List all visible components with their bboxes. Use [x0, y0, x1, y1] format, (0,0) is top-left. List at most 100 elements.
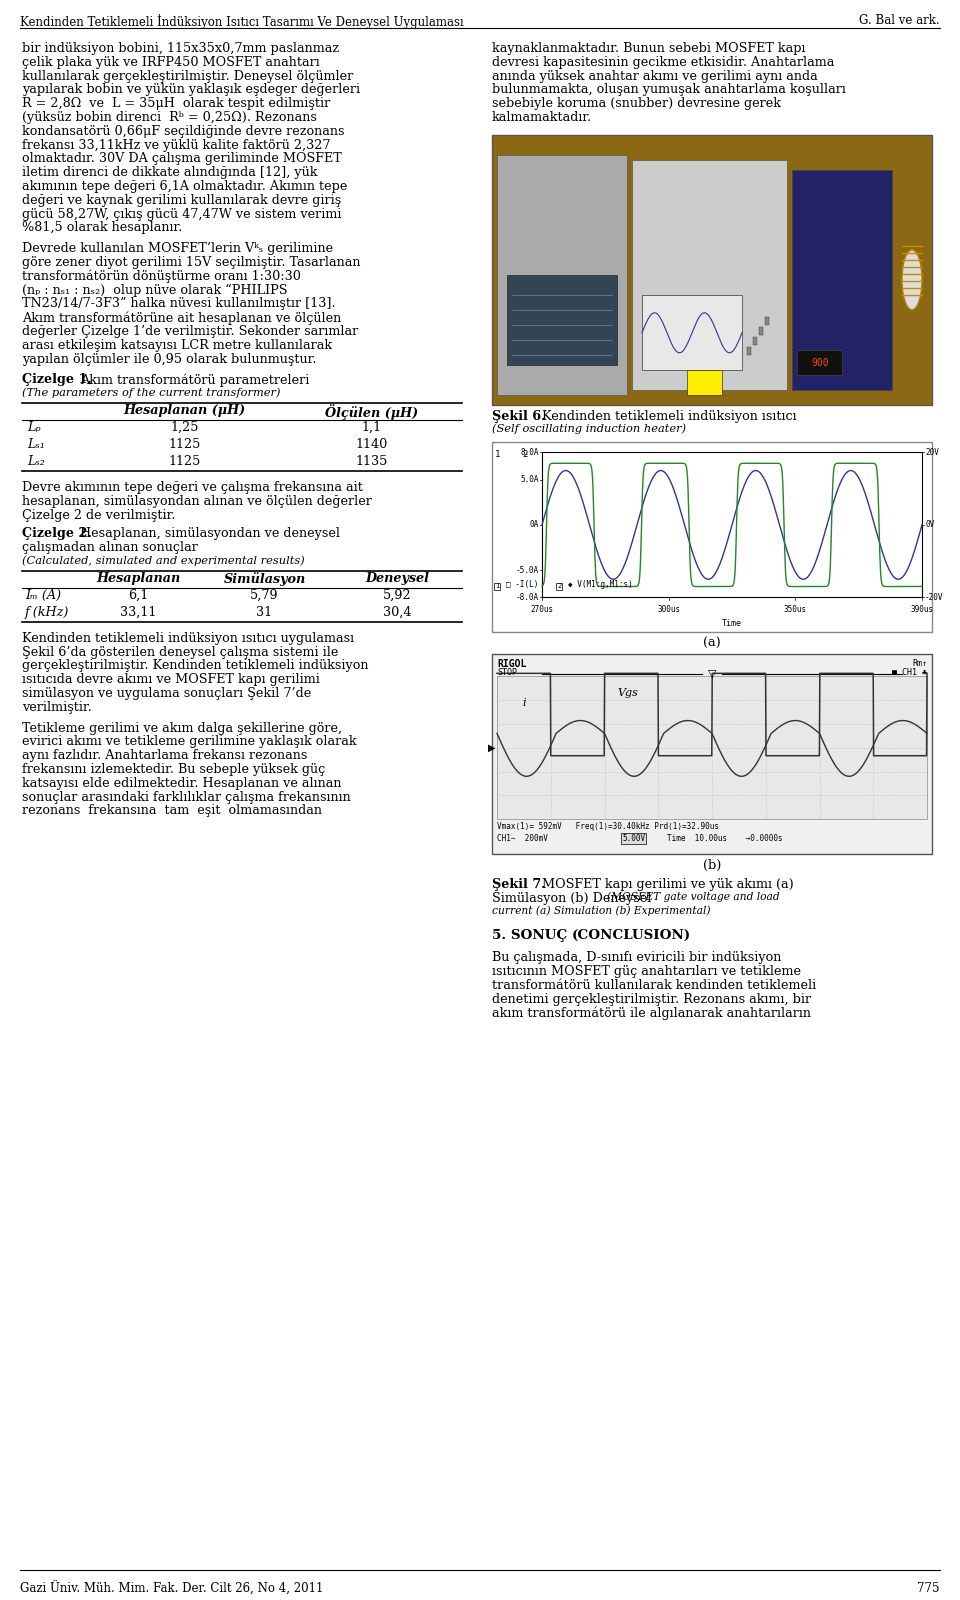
- Text: gücü 58,27W, çıkış gücü 47,47W ve sistem verimi: gücü 58,27W, çıkış gücü 47,47W ve sistem…: [22, 208, 342, 221]
- Text: (b): (b): [703, 859, 721, 872]
- Text: kaynaklanmaktadır. Bunun sebebi MOSFET kapı: kaynaklanmaktadır. Bunun sebebi MOSFET k…: [492, 42, 805, 54]
- Text: f (kHz): f (kHz): [25, 606, 69, 619]
- Text: akımının tepe değeri 6,1A olmaktadır. Akımın tepe: akımının tepe değeri 6,1A olmaktadır. Ak…: [22, 179, 348, 194]
- Text: Gazi Üniv. Müh. Mim. Fak. Der. Cilt 26, No 4, 2011: Gazi Üniv. Müh. Mim. Fak. Der. Cilt 26, …: [20, 1582, 324, 1597]
- Text: STOP: STOP: [497, 669, 517, 677]
- Text: 900: 900: [811, 358, 828, 368]
- Text: 5.0A: 5.0A: [520, 475, 539, 485]
- Text: transformátörü kullanılarak kendinden tetiklemeli: transformátörü kullanılarak kendinden te…: [492, 979, 816, 992]
- Bar: [497, 677, 927, 819]
- Text: Iₘ (A): Iₘ (A): [25, 589, 61, 602]
- Text: -8.0A: -8.0A: [516, 594, 539, 602]
- Text: verilmiştir.: verilmiştir.: [22, 701, 92, 714]
- Text: evirici akımı ve tetikleme gerilimine yaklaşık olarak: evirici akımı ve tetikleme gerilimine ya…: [22, 736, 356, 749]
- Text: frekansını izlemektedir. Bu sebeple yüksek güç: frekansını izlemektedir. Bu sebeple yüks…: [22, 763, 325, 776]
- Text: 1,25: 1,25: [170, 421, 199, 434]
- Text: ▶: ▶: [488, 742, 495, 752]
- Ellipse shape: [902, 250, 922, 310]
- Text: ısıtıcının MOSFET güç anahtarıları ve tetikleme: ısıtıcının MOSFET güç anahtarıları ve te…: [492, 965, 801, 978]
- Text: anında yüksek anahtar akımı ve gerilimi aynı anda: anında yüksek anahtar akımı ve gerilimi …: [492, 69, 818, 83]
- Text: değeri ve kaynak gerilimi kullanılarak devre giriş: değeri ve kaynak gerilimi kullanılarak d…: [22, 194, 341, 206]
- Text: 0A: 0A: [530, 520, 539, 530]
- Text: Simülasyon (b) Deneysel: Simülasyon (b) Deneysel: [492, 891, 656, 904]
- Text: iletim direnci de dikkate alındığında [12], yük: iletim direnci de dikkate alındığında [1…: [22, 166, 318, 179]
- Text: Hesaplanan, simülasyondan ve deneysel: Hesaplanan, simülasyondan ve deneysel: [80, 528, 340, 541]
- Text: Çizelge 2 de verilmiştir.: Çizelge 2 de verilmiştir.: [22, 509, 176, 522]
- Text: Kendinden tetiklemeli indüksiyon ısıtıcı uygulaması: Kendinden tetiklemeli indüksiyon ısıtıcı…: [22, 632, 354, 645]
- Text: 2: 2: [557, 584, 562, 589]
- Text: Vmax⟨1⟩= 592mV   Freq⟨1⟩=30.40kHz Prd⟨1⟩=32.90us: Vmax⟨1⟩= 592mV Freq⟨1⟩=30.40kHz Prd⟨1⟩=3…: [497, 822, 719, 832]
- Text: CH1∼  200mV: CH1∼ 200mV: [497, 834, 548, 843]
- Text: Şekil 7.: Şekil 7.: [492, 878, 545, 891]
- Text: Şekil 6.: Şekil 6.: [492, 410, 545, 422]
- Text: 1,1: 1,1: [362, 421, 382, 434]
- Text: Devrede kullanılan MOSFET’lerin Vᵏₛ gerilimine: Devrede kullanılan MOSFET’lerin Vᵏₛ geri…: [22, 242, 333, 254]
- Text: 270us: 270us: [531, 605, 554, 614]
- Text: simülasyon ve uygulama sonuçları Şekil 7’de: simülasyon ve uygulama sonuçları Şekil 7…: [22, 686, 311, 699]
- Text: Akım transformátörü parametreleri: Akım transformátörü parametreleri: [80, 373, 309, 387]
- Text: kondansatörü 0,66μF seçildiğinde devre rezonans: kondansatörü 0,66μF seçildiğinde devre r…: [22, 125, 345, 138]
- Bar: [507, 275, 617, 365]
- Text: yapılan ölçümler ile 0,95 olarak bulunmuştur.: yapılan ölçümler ile 0,95 olarak bulunmu…: [22, 352, 317, 366]
- Text: transformátörün dönüştürme oranı 1:30:30: transformátörün dönüştürme oranı 1:30:30: [22, 270, 300, 283]
- Bar: [492, 443, 932, 632]
- Text: Kendinden tetiklemeli indüksiyon ısıtıcı: Kendinden tetiklemeli indüksiyon ısıtıcı: [542, 410, 797, 422]
- Text: (CONCLUSION): (CONCLUSION): [572, 930, 691, 942]
- Bar: [632, 160, 787, 390]
- Text: Vgs: Vgs: [617, 688, 638, 698]
- Bar: [687, 370, 722, 395]
- Text: current (a) Simulation (b) Experimental): current (a) Simulation (b) Experimental): [492, 906, 710, 917]
- Text: Çizelge 1.: Çizelge 1.: [22, 373, 92, 387]
- Text: Tetikleme gerilimi ve akım dalga şekillerine göre,: Tetikleme gerilimi ve akım dalga şekille…: [22, 722, 342, 734]
- Text: Lₛ₂: Lₛ₂: [27, 454, 45, 469]
- Text: Hesaplanan (μH): Hesaplanan (μH): [124, 405, 246, 418]
- Text: göre zener diyot gerilimi 15V seçilmiştir. Tasarlanan: göre zener diyot gerilimi 15V seçilmişti…: [22, 256, 361, 269]
- Text: -20V: -20V: [925, 594, 944, 602]
- Bar: [753, 336, 757, 344]
- Text: yapılarak bobin ve yükün yaklaşık eşdeger değerleri: yapılarak bobin ve yükün yaklaşık eşdege…: [22, 83, 360, 96]
- Text: (yüksüz bobin direnci  Rᵇ = 0,25Ω). Rezonans: (yüksüz bobin direnci Rᵇ = 0,25Ω). Rezon…: [22, 110, 317, 125]
- Text: değerler Çizelge 1’de verilmiştir. Sekonder sarımlar: değerler Çizelge 1’de verilmiştir. Sekon…: [22, 325, 358, 338]
- Text: çalışmadan alınan sonuçlar: çalışmadan alınan sonuçlar: [22, 541, 198, 554]
- Text: (nₚ : nₛ₁ : nₛ₂)  olup nüve olarak “PHILIPS: (nₚ : nₛ₁ : nₛ₂) olup nüve olarak “PHILI…: [22, 283, 287, 298]
- Bar: [759, 326, 763, 334]
- Bar: [747, 347, 751, 355]
- Text: kullanılarak gerçekleştirilmiştir. Deneysel ölçümler: kullanılarak gerçekleştirilmiştir. Deney…: [22, 69, 353, 83]
- Text: MOSFET kapı gerilimi ve yük akımı (a): MOSFET kapı gerilimi ve yük akımı (a): [542, 878, 794, 891]
- Bar: [765, 317, 769, 325]
- Text: TN23/14/7-3F3” halka nüvesi kullanılmıştır [13].: TN23/14/7-3F3” halka nüvesi kullanılmışt…: [22, 298, 336, 310]
- Text: 1125: 1125: [168, 454, 201, 469]
- Text: 5,79: 5,79: [251, 589, 278, 602]
- Text: ısıtıcıda devre akımı ve MOSFET kapı gerilimi: ısıtıcıda devre akımı ve MOSFET kapı ger…: [22, 674, 320, 686]
- Text: Şekil 6’da gösterilen deneysel çalışma sistemi ile: Şekil 6’da gösterilen deneysel çalışma s…: [22, 645, 338, 659]
- Text: Çizelge 2.: Çizelge 2.: [22, 528, 92, 541]
- Bar: [492, 654, 932, 854]
- Text: ◆ V(M1:g,M1:s): ◆ V(M1:g,M1:s): [568, 581, 633, 589]
- Text: hesaplanan, simülasyondan alınan ve ölçülen değerler: hesaplanan, simülasyondan alınan ve ölçü…: [22, 494, 372, 507]
- Text: 31: 31: [256, 606, 273, 619]
- Bar: [497, 155, 627, 395]
- Text: ▽: ▽: [708, 669, 716, 678]
- Text: gerçekleştirilmiştir. Kendinden tetiklemeli indüksiyon: gerçekleştirilmiştir. Kendinden tetiklem…: [22, 659, 369, 672]
- Text: 33,11: 33,11: [120, 606, 156, 619]
- Text: sonuçlar arasındaki farklılıklar çalışma frekansının: sonuçlar arasındaki farklılıklar çalışma…: [22, 790, 350, 803]
- Text: Lₚ: Lₚ: [27, 421, 40, 434]
- Text: Devre akımının tepe değeri ve çalışma frekansına ait: Devre akımının tepe değeri ve çalışma fr…: [22, 482, 363, 494]
- Text: çelik plaka yük ve IRFP450 MOSFET anahtarı: çelik plaka yük ve IRFP450 MOSFET anahta…: [22, 56, 320, 69]
- Text: (a): (a): [703, 637, 721, 650]
- Text: 775: 775: [918, 1582, 940, 1595]
- Text: RIGOL: RIGOL: [497, 659, 526, 669]
- Text: 6,1: 6,1: [129, 589, 149, 602]
- Text: Rm↑: Rm↑: [912, 659, 927, 669]
- Text: rezonans  frekansına  tam  eşit  olmamasından: rezonans frekansına tam eşit olmamasında…: [22, 805, 322, 818]
- Text: bir indüksiyon bobini, 115x35x0,7mm paslanmaz: bir indüksiyon bobini, 115x35x0,7mm pasl…: [22, 42, 339, 54]
- Text: 30,4: 30,4: [383, 606, 411, 619]
- Text: devresi kapasitesinin gecikme etkisidir. Anahtarlama: devresi kapasitesinin gecikme etkisidir.…: [492, 56, 834, 69]
- Text: Simülasyon: Simülasyon: [224, 571, 305, 586]
- Text: arası etkileşim katsayısı LCR metre kullanılarak: arası etkileşim katsayısı LCR metre kull…: [22, 339, 332, 352]
- Text: i: i: [523, 698, 526, 709]
- Text: R = 2,8Ω  ve  L = 35μH  olarak tespit edilmiştir: R = 2,8Ω ve L = 35μH olarak tespit edilm…: [22, 98, 330, 110]
- Text: Bu çalışmada, D-sınıfı eviricili bir indüksiyon: Bu çalışmada, D-sınıfı eviricili bir ind…: [492, 950, 781, 965]
- Text: (The parameters of the current transformer): (The parameters of the current transform…: [22, 387, 280, 398]
- Text: 5.00V: 5.00V: [622, 834, 645, 843]
